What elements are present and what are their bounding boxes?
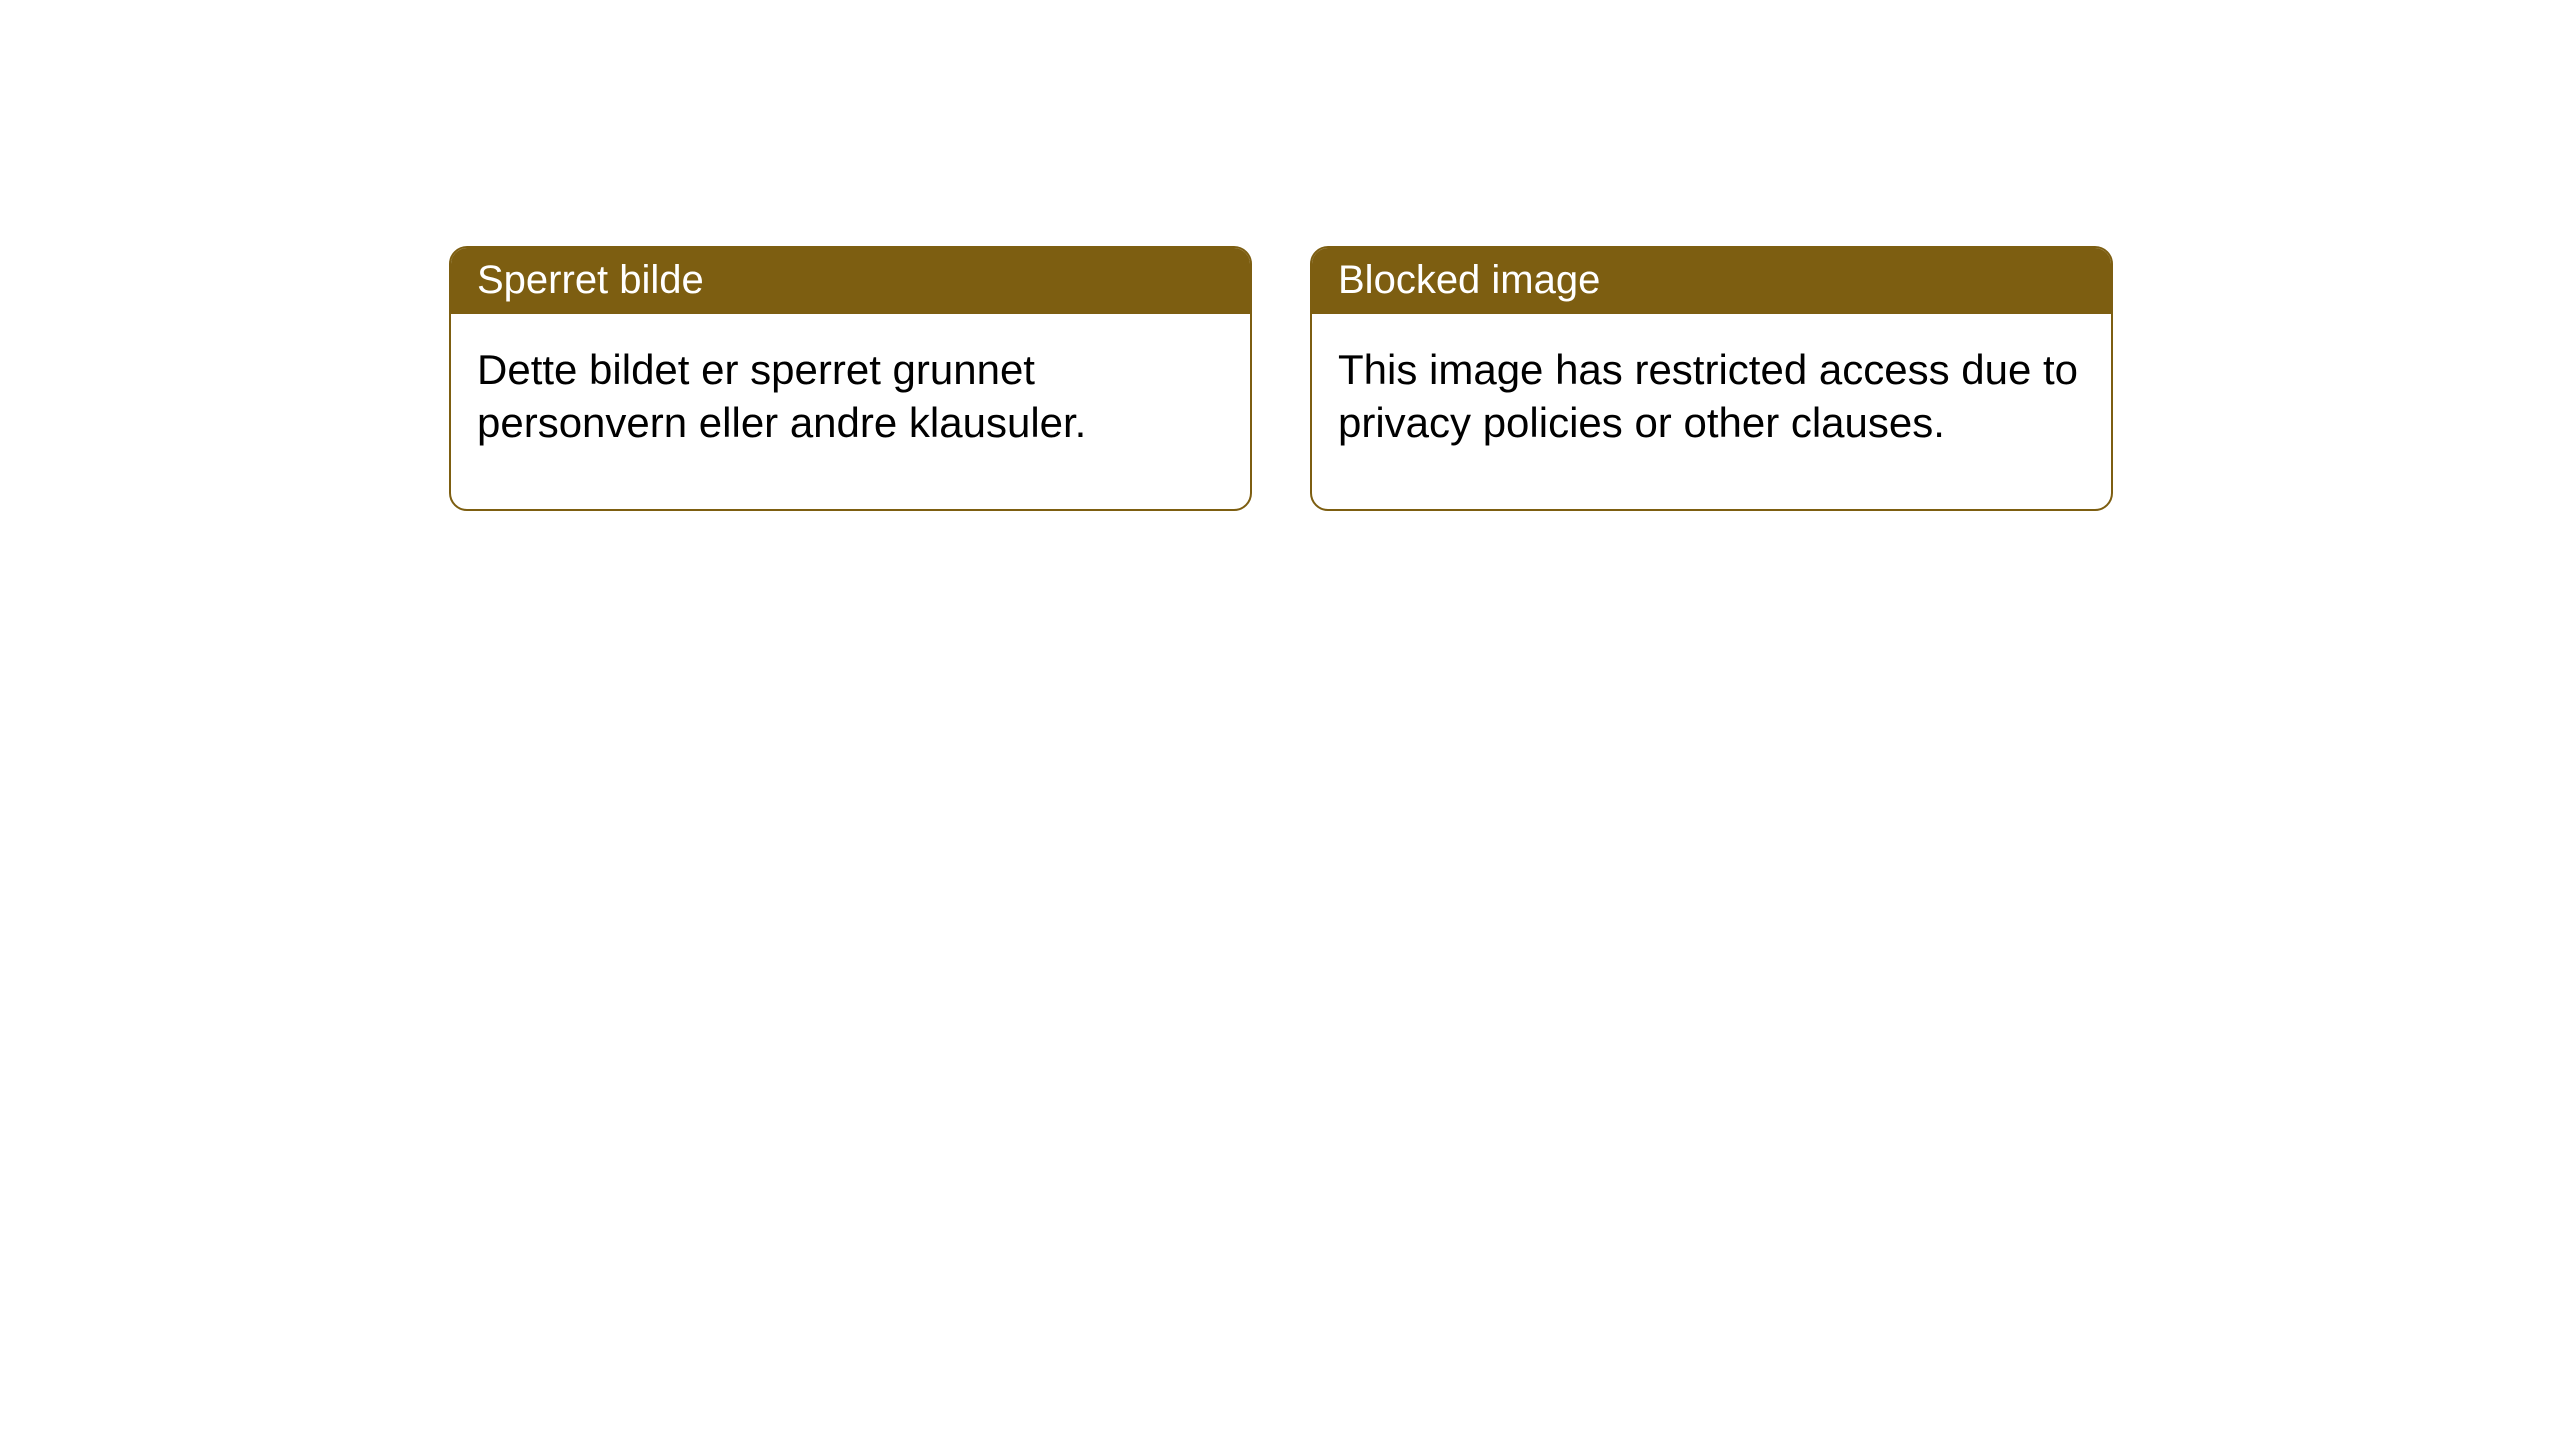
notice-card-english: Blocked image This image has restricted … — [1310, 246, 2113, 511]
notice-header-norwegian: Sperret bilde — [451, 248, 1250, 314]
notice-header-english: Blocked image — [1312, 248, 2111, 314]
notice-card-norwegian: Sperret bilde Dette bildet er sperret gr… — [449, 246, 1252, 511]
notice-body-english: This image has restricted access due to … — [1312, 314, 2111, 509]
notice-container: Sperret bilde Dette bildet er sperret gr… — [449, 246, 2113, 511]
notice-body-norwegian: Dette bildet er sperret grunnet personve… — [451, 314, 1250, 509]
